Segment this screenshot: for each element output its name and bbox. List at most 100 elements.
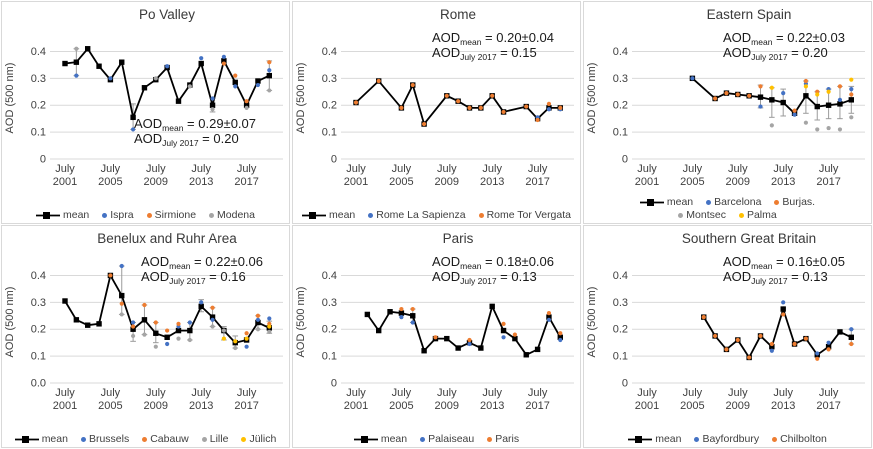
- station-point-ispra: [255, 82, 261, 88]
- y-tick-label: 0.4: [613, 270, 628, 282]
- annotation-aod-mean: AODmean = 0.22±0.06: [141, 254, 263, 271]
- station-point-ispra: [221, 54, 226, 59]
- y-tick-label: 0.2: [31, 100, 46, 112]
- mean-marker: [364, 311, 371, 318]
- panel-title: Benelux and Ruhr Area: [97, 231, 237, 246]
- legend-row: mean Rome La Sapienza Rome Tor Vergata: [301, 209, 571, 221]
- y-axis-label: AOD (500 nm): [4, 287, 16, 358]
- station-point-rome-tor-vergata: [478, 105, 483, 111]
- mean-marker: [848, 334, 854, 340]
- mean-marker: [221, 58, 227, 64]
- legend-label: Palaiseau: [428, 433, 475, 445]
- mean-marker: [376, 327, 382, 334]
- panel-po-valley: Po Valley 0 0.1 0.2 0.3 0.4 AOD (500 nm) July 20…: [1, 1, 290, 224]
- mean-marker: [232, 79, 238, 86]
- station-point-ispra: [165, 64, 170, 69]
- station-point-palma: [826, 89, 831, 94]
- x-tick-label-month: July: [728, 163, 748, 175]
- station-point-ispra: [74, 73, 79, 78]
- y-tick-label: 0.1: [31, 351, 46, 363]
- station-point-palaiseau: [558, 337, 563, 343]
- station-point-lille: [233, 345, 238, 351]
- legend: mean Ispra Sirmione Modena: [2, 209, 289, 221]
- x-tick-label-year: 2005: [98, 400, 122, 412]
- x-tick-label-month: July: [728, 387, 748, 399]
- legend-label: Cabauw: [150, 433, 189, 445]
- y-tick-label: 0: [622, 378, 628, 390]
- station-point-chilbolton: [724, 347, 729, 352]
- legend-row: mean Ispra Sirmione Modena: [36, 209, 255, 221]
- x-tick-label-year: 2013: [189, 176, 213, 188]
- mean-marker: [837, 101, 843, 107]
- station-point-montsec: [849, 115, 854, 120]
- station-legend-dot-icon: [738, 212, 744, 218]
- legend-item-palaiseau: Palaiseau: [420, 433, 474, 445]
- x-tick-label-year: 2009: [144, 176, 168, 188]
- y-tick-label: 0.3: [31, 297, 46, 309]
- station-point-sirmione: [244, 99, 249, 104]
- station-point-palma: [815, 92, 820, 97]
- station-point-chilbolton: [769, 341, 774, 347]
- station-point-paris: [512, 332, 517, 337]
- station-point-chilbolton: [849, 341, 854, 347]
- legend-row: Montsec Palma: [678, 209, 777, 221]
- legend-item-mean: mean: [36, 209, 89, 221]
- station-point-burjas-: [724, 91, 729, 96]
- mean-marker: [780, 306, 786, 312]
- mean-marker: [73, 317, 80, 323]
- panel-paris: Paris 0 0.1 0.2 0.3 0.4 AOD (500 nm) July 2001 Ju…: [292, 225, 581, 448]
- legend-label: mean: [666, 196, 694, 208]
- station-legend-dot-icon: [487, 436, 493, 442]
- x-tick-label-month: July: [146, 163, 166, 175]
- station-point-bayfordbury: [769, 348, 774, 353]
- station-point-paris: [410, 306, 415, 312]
- station-point-lille: [131, 333, 136, 339]
- x-tick-label-month: July: [146, 387, 166, 399]
- station-point-rome-tor-vergata: [422, 121, 427, 127]
- station-point-cabauw: [119, 301, 124, 306]
- x-tick-label-year: 2017: [816, 176, 840, 188]
- station-point-lille: [187, 337, 192, 343]
- chart-svg: Eastern Spain 0 0.1 0.2 0.3 0.4 AOD (500 nm) Ju…: [586, 7, 865, 188]
- x-tick-label-year: 2001: [344, 400, 368, 412]
- station-point-palaiseau: [467, 341, 472, 347]
- x-tick-label-month: July: [191, 163, 211, 175]
- mean-marker: [85, 46, 91, 52]
- station-point-rome-tor-vergata: [410, 82, 415, 88]
- mean-legend-marker-icon: [301, 211, 326, 219]
- x-tick-label-year: 2009: [435, 176, 459, 188]
- legend-item-modena: Modena: [209, 209, 255, 221]
- station-legend-dot-icon: [102, 212, 108, 218]
- x-tick-label-year: 2005: [680, 176, 704, 188]
- x-tick-label-year: 2001: [53, 400, 77, 412]
- mean-marker: [119, 59, 125, 65]
- legend-item-paris: Paris: [487, 433, 519, 445]
- panel-rome: Rome 0 0.1 0.2 0.3 0.4 AOD (500 nm) July 2001 Jul…: [292, 1, 581, 224]
- station-point-barcelona: [781, 91, 786, 96]
- mean-marker: [96, 63, 102, 69]
- y-tick-label: 0.2: [31, 324, 46, 336]
- station-point-paris: [558, 331, 563, 336]
- x-tick-label-year: 2009: [726, 400, 750, 412]
- y-tick-label: 0: [331, 154, 337, 166]
- station-point-brussels: [267, 316, 272, 321]
- mean-marker: [266, 72, 272, 79]
- x-tick-label-year: 2013: [480, 400, 504, 412]
- legend-item-lille: Lille: [201, 433, 228, 445]
- station-point-j-lich: [267, 324, 272, 329]
- y-tick-label: 0.4: [322, 270, 337, 282]
- x-tick-label-month: July: [683, 387, 703, 399]
- station-point-cabauw: [210, 305, 215, 310]
- station-point-barcelona: [690, 76, 695, 81]
- station-point-paris: [501, 321, 506, 326]
- legend-label: mean: [655, 433, 682, 445]
- station-point-chilbolton: [735, 337, 740, 343]
- x-tick-label-month: July: [437, 163, 457, 175]
- legend-label: Ispra: [110, 209, 134, 221]
- y-tick-label: 0.2: [613, 324, 628, 336]
- station-point-montsec: [815, 127, 820, 132]
- legend-label: mean: [328, 209, 356, 221]
- station-point-rome-la-sapienza: [546, 107, 552, 112]
- legend-item-burjas-: Burjas.: [774, 196, 815, 208]
- mean-marker: [398, 310, 405, 316]
